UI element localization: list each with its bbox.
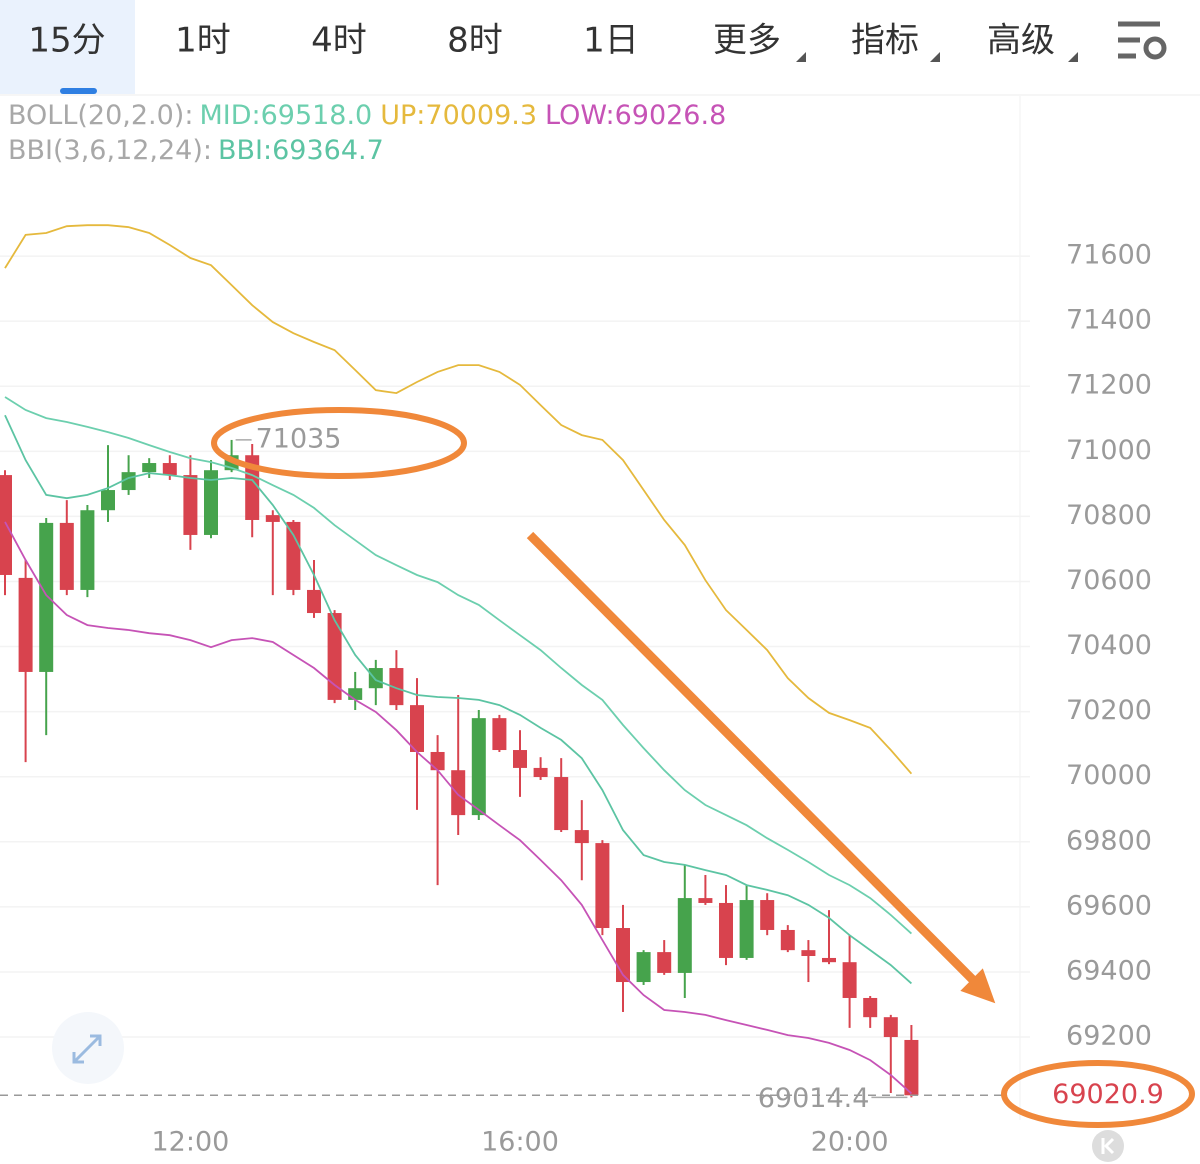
trend-arrow-head bbox=[960, 968, 996, 1004]
candle-body bbox=[18, 577, 33, 672]
candle-body bbox=[327, 613, 342, 700]
x-tick-label: 12:00 bbox=[151, 1127, 229, 1158]
candle-body bbox=[760, 900, 775, 930]
candle-body bbox=[554, 777, 569, 831]
legend-entry: LOW:69026.8 bbox=[545, 100, 726, 131]
x-tick-label: 16:00 bbox=[481, 1127, 559, 1158]
candle-body bbox=[265, 515, 280, 522]
annotations bbox=[211, 407, 1195, 1128]
candle-body bbox=[904, 1039, 919, 1096]
y-tick-label: 70800 bbox=[1066, 500, 1152, 531]
candle-body bbox=[842, 962, 857, 998]
last-price-label: 69020.9 bbox=[1052, 1079, 1164, 1110]
y-tick-label: 69600 bbox=[1066, 890, 1152, 921]
plot: 69200 69400 69600 69800 70000 70200 70400 70600… bbox=[0, 224, 1164, 1158]
dropdown-marker bbox=[930, 52, 940, 62]
tab[interactable]: 8时 bbox=[447, 21, 503, 61]
indicator-line bbox=[4, 414, 912, 985]
candle-body bbox=[142, 463, 157, 473]
active-tab-bg bbox=[0, 0, 135, 94]
tab[interactable]: 更多 bbox=[713, 21, 781, 61]
candle-body bbox=[822, 957, 836, 963]
y-tick-label: 69200 bbox=[1066, 1021, 1152, 1052]
tab[interactable]: 高级 bbox=[987, 21, 1055, 61]
candle-body bbox=[636, 952, 651, 983]
indicator-line bbox=[4, 521, 912, 1095]
candle-body bbox=[410, 705, 424, 752]
y-tick-label: 71000 bbox=[1066, 435, 1152, 466]
candle-body bbox=[389, 668, 404, 706]
y-tick-label: 71600 bbox=[1066, 240, 1152, 271]
candle-body bbox=[595, 843, 610, 929]
y-tick-label: 70600 bbox=[1066, 565, 1152, 596]
legend-group: BOLL(20,2.0): bbox=[8, 100, 193, 131]
candle-body bbox=[863, 997, 878, 1018]
candle-body bbox=[780, 929, 795, 951]
candle-body bbox=[451, 770, 466, 816]
candle-body bbox=[204, 470, 218, 535]
candle-body bbox=[492, 718, 507, 751]
candle-body bbox=[183, 475, 198, 535]
y-tick-label: 71200 bbox=[1066, 370, 1152, 401]
settings-icon[interactable] bbox=[1118, 21, 1167, 60]
legend-entry: UP:70009.3 bbox=[380, 100, 537, 131]
candle-body bbox=[39, 522, 54, 672]
legend-bbi: BBI(3,6,12,24): BBI:69364.7 bbox=[8, 135, 384, 166]
candle-body bbox=[162, 463, 177, 476]
tab-bar: 15分 1时 4时 8时 1日 更多 指标 高级 bbox=[28, 21, 1055, 61]
high-marker-label: 71035 bbox=[256, 423, 342, 454]
y-tick-label: 69400 bbox=[1066, 955, 1152, 986]
candle-body bbox=[471, 718, 486, 816]
y-tick-label: 70000 bbox=[1066, 760, 1152, 791]
highlight-ellipse bbox=[211, 407, 467, 479]
active-tab-indicator bbox=[60, 88, 97, 94]
candle-body bbox=[883, 1017, 898, 1038]
highlight-ellipse bbox=[1001, 1060, 1195, 1128]
y-tick-label: 70200 bbox=[1066, 695, 1152, 726]
candle-body bbox=[801, 950, 816, 957]
candle-body bbox=[101, 490, 115, 511]
candle-body bbox=[513, 750, 527, 768]
dropdown-marker bbox=[796, 52, 806, 62]
candle-body bbox=[533, 767, 548, 778]
candle-body bbox=[59, 522, 74, 590]
indicator-line bbox=[4, 224, 913, 775]
tab[interactable]: 4时 bbox=[311, 21, 367, 61]
icon-gear bbox=[1143, 36, 1167, 60]
y-tick-label: 71400 bbox=[1066, 305, 1152, 336]
candle-body bbox=[80, 510, 95, 590]
candle-body bbox=[739, 900, 754, 958]
candle-body bbox=[286, 521, 301, 590]
y-tick-label: 70400 bbox=[1066, 630, 1152, 661]
indicator-line bbox=[4, 396, 913, 935]
scroll-end-icon bbox=[1101, 1137, 1115, 1155]
x-tick-label: 20:00 bbox=[811, 1127, 889, 1158]
tab[interactable]: 指标 bbox=[851, 21, 919, 61]
candle-body bbox=[677, 898, 692, 973]
legend-entry: MID:69518.0 bbox=[199, 100, 372, 131]
candle-body bbox=[719, 902, 733, 958]
candle-body bbox=[245, 455, 260, 520]
y-tick-label: 69800 bbox=[1066, 825, 1152, 856]
low-marker-label: 69014.4 bbox=[758, 1083, 870, 1114]
candle-body bbox=[698, 898, 713, 903]
trend-arrow bbox=[526, 531, 979, 986]
dropdown-marker bbox=[1068, 52, 1078, 62]
tab[interactable]: 15分 bbox=[28, 21, 105, 61]
candle-body bbox=[574, 830, 589, 844]
expand-icon bbox=[72, 1034, 102, 1064]
dropdown-markers bbox=[796, 52, 1078, 62]
candle-body bbox=[368, 668, 383, 689]
candle-body bbox=[348, 688, 363, 700]
legend-boll: BOLL(20,2.0): MID:69518.0 UP:70009.3 LOW:69… bbox=[8, 100, 726, 131]
legend-group: BBI(3,6,12,24): bbox=[8, 135, 212, 166]
tab[interactable]: 1日 bbox=[583, 21, 639, 61]
tab[interactable]: 1时 bbox=[175, 21, 231, 61]
candle-body bbox=[657, 952, 672, 973]
candle-body bbox=[430, 751, 445, 771]
legend-entry: BBI:69364.7 bbox=[218, 135, 384, 166]
candle-body bbox=[307, 589, 321, 614]
